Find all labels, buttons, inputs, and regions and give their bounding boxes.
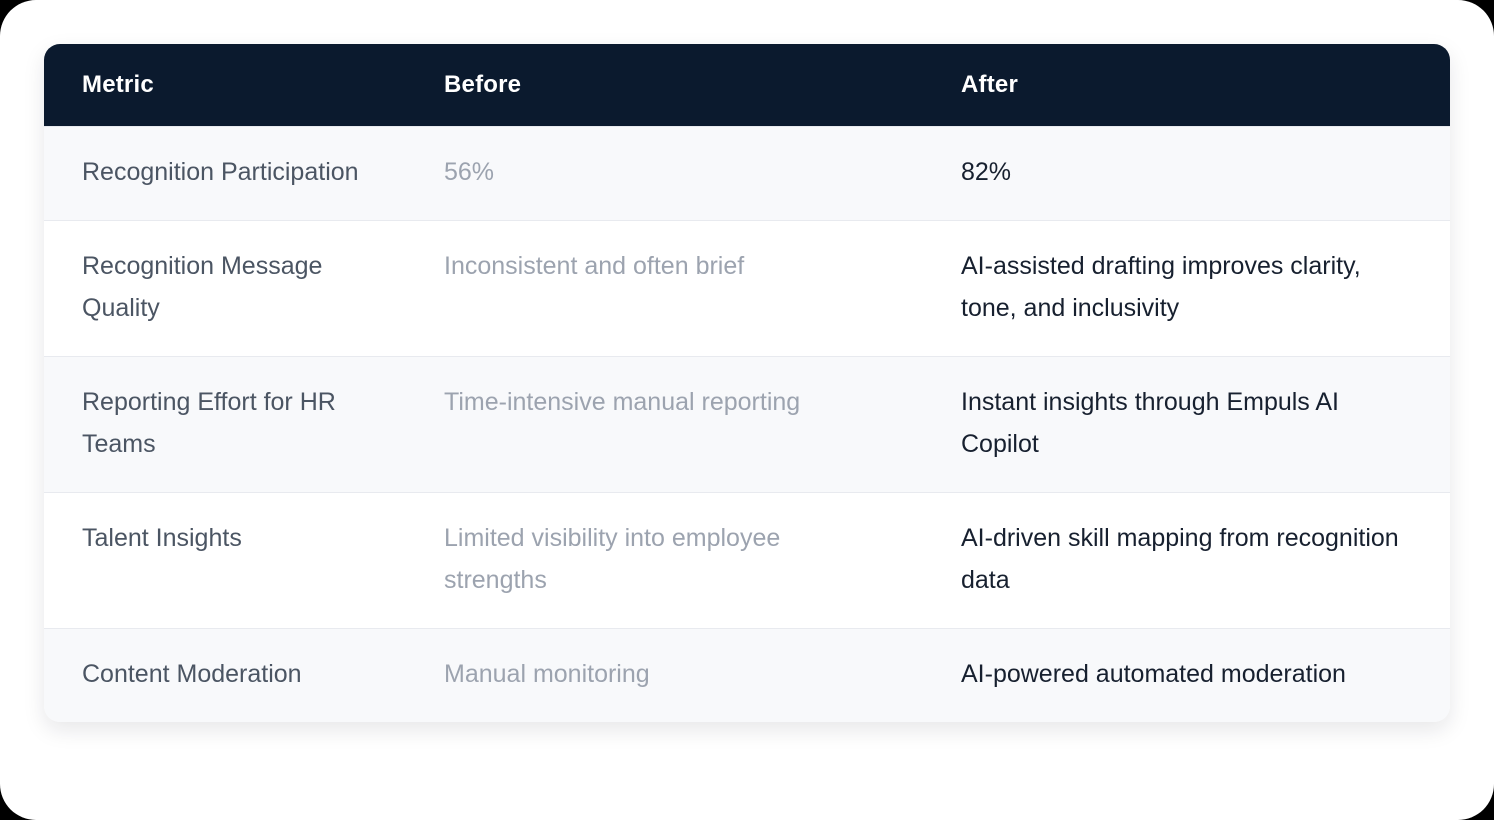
cell-metric: Content Moderation [82,660,302,688]
table-row: Content Moderation Manual monitoring AI-… [44,628,1450,722]
table-row: Reporting Effort for HR Teams Time-inten… [44,356,1450,492]
cell-metric: Reporting Effort for HR Teams [82,388,336,458]
cell-after: 82% [961,158,1012,186]
cell-before: Limited visibility into employee strengt… [444,524,781,594]
table-row: Talent Insights Limited visibility into … [44,492,1450,628]
cell-before: Inconsistent and often brief [444,252,745,280]
cell-before: 56% [444,158,495,186]
cell-metric: Talent Insights [82,524,242,552]
column-header-metric: Metric [82,71,154,98]
table-header-row: Metric Before After [44,44,1450,126]
column-header-after: After [961,71,1019,98]
table-row: Recognition Message Quality Inconsistent… [44,220,1450,356]
cell-metric: Recognition Message Quality [82,252,323,322]
column-header-before: Before [444,71,522,98]
cell-after: AI-driven skill mapping from recognition… [961,524,1399,594]
before-after-comparison-table: Metric Before After Recognition Particip… [44,44,1450,722]
cell-after: Instant insights through Empuls AI Copil… [961,388,1339,458]
cell-before: Manual monitoring [444,660,650,688]
cell-before: Time-intensive manual reporting [444,388,801,416]
cell-after: AI-assisted drafting improves clarity, t… [961,252,1361,322]
cell-after: AI-powered automated moderation [961,660,1346,688]
table-row: Recognition Participation 56% 82% [44,126,1450,220]
cell-metric: Recognition Participation [82,158,359,186]
